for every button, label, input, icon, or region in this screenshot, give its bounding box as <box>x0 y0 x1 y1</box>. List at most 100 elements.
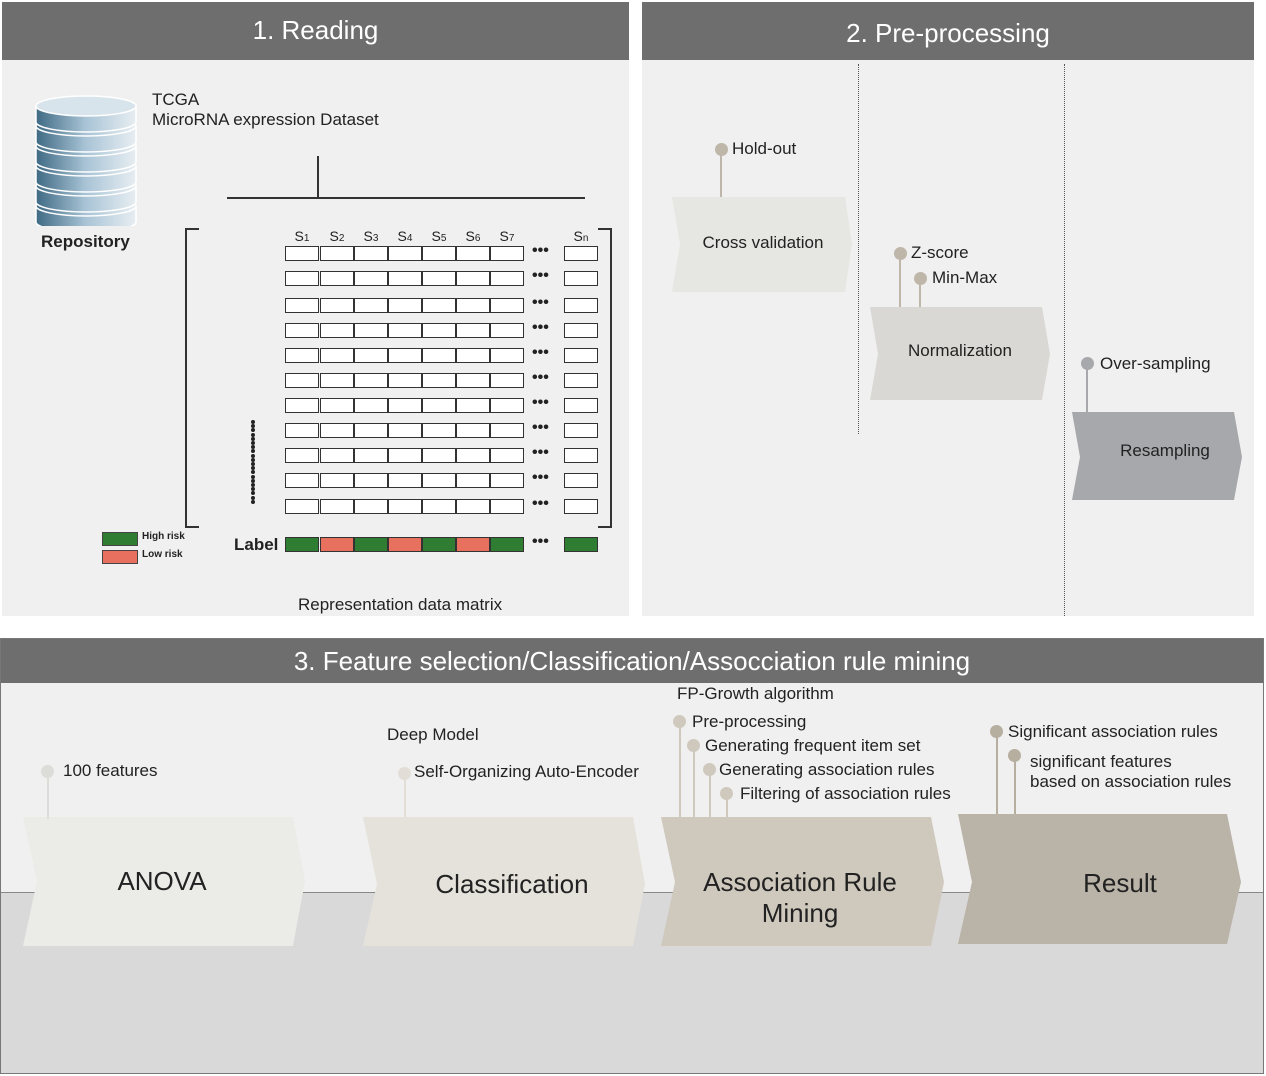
matrix-cell <box>564 298 598 313</box>
divider-1 <box>858 64 859 434</box>
legend-high-risk-swatch <box>102 532 138 546</box>
connector-vertical <box>317 156 319 198</box>
legend-high-risk-label: High risk <box>142 531 185 542</box>
matrix-cell <box>320 246 354 261</box>
matrix-cell <box>388 348 422 363</box>
row-ellipsis: ••• <box>532 294 549 311</box>
matrix-cell <box>422 499 456 514</box>
assoc-stem-2 <box>693 749 695 817</box>
fp-growth-heading: FP-Growth algorithm <box>677 684 834 703</box>
assoc-marker-1-icon <box>673 715 686 728</box>
anova-label: ANOVA <box>117 866 207 896</box>
matrix-cell <box>456 499 490 514</box>
matrix-cell <box>320 298 354 313</box>
matrix-cell <box>456 271 490 286</box>
matrix-cell <box>456 348 490 363</box>
row-vertical-dot <box>251 428 255 433</box>
matrix-cell <box>285 271 319 286</box>
matrix-cell <box>320 323 354 338</box>
matrix-cell <box>490 499 524 514</box>
assoc-stem-1 <box>679 725 681 817</box>
row-vertical-dot <box>251 495 255 500</box>
assoc-marker-4-icon <box>720 787 733 800</box>
matrix-cell <box>388 448 422 463</box>
row-vertical-dot <box>251 449 255 454</box>
association-arrow <box>661 817 944 946</box>
matrix-cell <box>564 323 598 338</box>
matrix-cell <box>354 373 388 388</box>
row-ellipsis: ••• <box>532 344 549 361</box>
result-marker-2-icon <box>1008 749 1021 762</box>
matrix-cell <box>422 448 456 463</box>
matrix-cell <box>564 398 598 413</box>
matrix-cell <box>490 348 524 363</box>
sample-header: S3 <box>363 228 379 244</box>
row-vertical-dot <box>251 453 255 458</box>
mining-panel: 3. Feature selection/Classification/Asso… <box>0 638 1264 1074</box>
row-vertical-dot <box>251 474 255 479</box>
anova-arrow <box>23 817 305 946</box>
matrix-cell <box>422 473 456 488</box>
result-stem-1 <box>996 733 998 814</box>
legend-low-risk-swatch <box>102 550 138 564</box>
matrix-cell <box>354 423 388 438</box>
matrix-cell <box>564 348 598 363</box>
matrix-cell <box>422 323 456 338</box>
label-cell <box>320 537 354 552</box>
over-sampling-label: Over-sampling <box>1100 354 1211 373</box>
result-option-2: significant features <box>1030 752 1172 771</box>
row-ellipsis: ••• <box>532 469 549 486</box>
database-disk-top <box>35 95 137 117</box>
preprocessing-panel: 2. Pre-processing Hold-out Cross validat… <box>642 2 1254 616</box>
matrix-cell <box>456 373 490 388</box>
matrix-cell <box>422 373 456 388</box>
hold-out-stem <box>720 152 722 197</box>
row-vertical-dot <box>251 466 255 471</box>
row-vertical-dot <box>251 420 255 424</box>
matrix-cell <box>564 246 598 261</box>
matrix-cell <box>285 499 319 514</box>
sample-header-subscript: 7 <box>508 233 515 244</box>
matrix-cell <box>564 373 598 388</box>
sample-header-subscript: 2 <box>338 233 345 244</box>
matrix-cell <box>354 271 388 286</box>
dataset-title-line2: MicroRNA expression Dataset <box>152 110 379 129</box>
matrix-cell <box>456 473 490 488</box>
matrix-cell <box>456 246 490 261</box>
matrix-cell <box>564 448 598 463</box>
result-label: Result <box>1083 868 1157 898</box>
mining-arrows <box>23 814 1241 946</box>
matrix-cell <box>456 398 490 413</box>
label-cell <box>422 537 456 552</box>
matrix-cell <box>285 373 319 388</box>
label-cell <box>564 537 598 552</box>
matrix-cell <box>285 448 319 463</box>
matrix-cell <box>320 373 354 388</box>
repository-label: Repository <box>41 232 130 251</box>
sample-header: S7 <box>499 228 515 244</box>
matrix-left-bracket <box>185 228 199 528</box>
matrix-cell <box>320 448 354 463</box>
matrix-cell <box>285 423 319 438</box>
sample-header: S5 <box>431 228 447 244</box>
result-stem-2 <box>1014 757 1016 814</box>
anova-option-label: 100 features <box>63 761 158 780</box>
label-row-ellipsis: ••• <box>532 533 549 550</box>
z-score-marker-icon <box>894 247 907 260</box>
sample-header-subscript: 3 <box>372 233 379 244</box>
row-ellipsis: ••• <box>532 267 549 284</box>
mining-title: 3. Feature selection/Classification/Asso… <box>1 639 1263 683</box>
matrix-cell <box>564 271 598 286</box>
matrix-cell <box>354 298 388 313</box>
row-ellipsis: ••• <box>532 444 549 461</box>
connector-horizontal <box>227 197 585 199</box>
reading-panel: 1. Reading Repository TCGA MicroRNA expr… <box>2 2 629 616</box>
over-sampling-marker-icon <box>1081 357 1094 370</box>
assoc-marker-2-icon <box>687 739 700 752</box>
association-label-line1: Association Rule <box>703 867 897 897</box>
over-sampling-stem <box>1086 367 1088 412</box>
result-marker-1-icon <box>990 725 1003 738</box>
database-icon <box>35 95 137 226</box>
matrix-cell <box>285 246 319 261</box>
label-row-title: Label <box>234 535 279 554</box>
